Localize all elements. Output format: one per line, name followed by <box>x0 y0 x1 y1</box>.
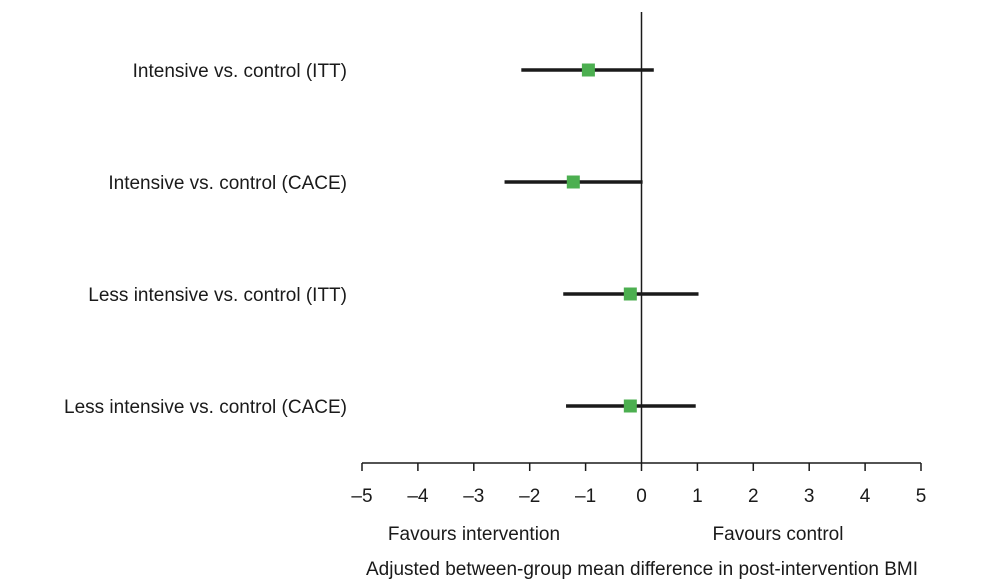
row-label: Less intensive vs. control (ITT) <box>88 285 347 306</box>
point-estimate-marker <box>566 175 580 189</box>
x-axis: –5 –4 –3 –2 –1 0 1 2 3 4 5 <box>351 12 926 507</box>
point-estimate-marker <box>623 399 637 413</box>
x-tick-label: 2 <box>748 486 759 507</box>
x-tick-label: 3 <box>804 486 815 507</box>
point-estimate-marker <box>581 63 595 77</box>
x-tick-label: 0 <box>636 486 647 507</box>
x-tick-label: –3 <box>463 486 484 507</box>
favours-right-label: Favours control <box>713 524 844 545</box>
favours-left-label: Favours intervention <box>388 524 560 545</box>
row-label: Less intensive vs. control (CACE) <box>64 397 347 418</box>
x-tick-label: 5 <box>916 486 927 507</box>
rows-layer: Intensive vs. control (ITT) Intensive vs.… <box>64 61 699 418</box>
row-label: Intensive vs. control (CACE) <box>108 173 347 194</box>
x-axis-title: Adjusted between-group mean difference i… <box>366 559 918 580</box>
x-tick-label: 1 <box>692 486 703 507</box>
x-tick-label: –1 <box>575 486 596 507</box>
row-label: Intensive vs. control (ITT) <box>133 61 347 82</box>
x-tick-label: 4 <box>860 486 871 507</box>
point-estimate-marker <box>623 287 637 301</box>
x-tick-label: –4 <box>407 486 429 507</box>
x-tick-label: –2 <box>519 486 540 507</box>
x-tick-label: –5 <box>351 486 372 507</box>
